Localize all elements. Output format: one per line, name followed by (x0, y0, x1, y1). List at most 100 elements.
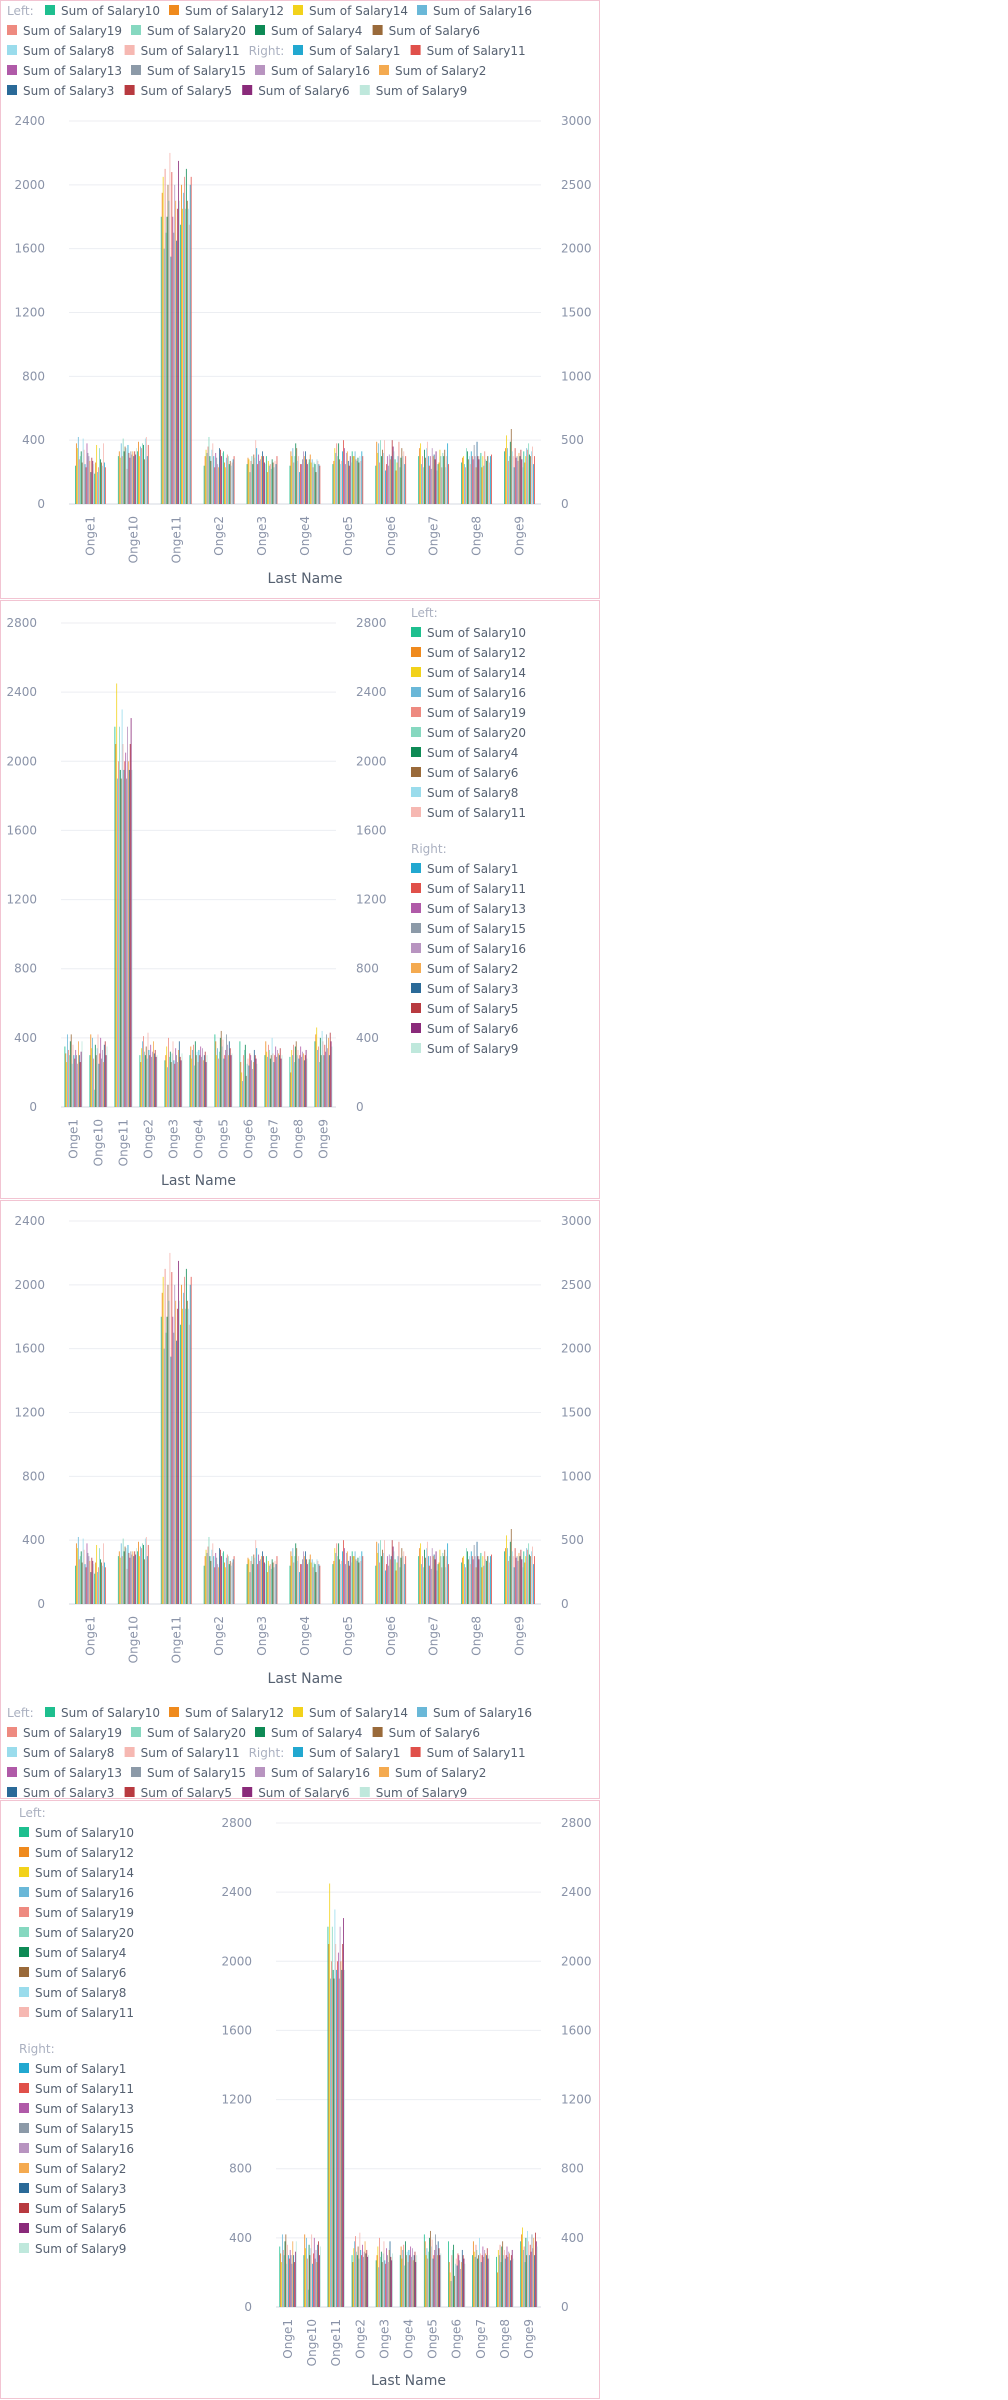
bar-Onge7-16[interactable] (278, 1055, 280, 1107)
bar-Onge10-27[interactable] (143, 459, 145, 504)
bar-Onge7-16[interactable] (485, 2255, 487, 2307)
bar-Onge4-29[interactable] (317, 1560, 319, 1604)
legend-item-right-5[interactable]: Sum of Salary2 (35, 2162, 126, 2176)
bar-Onge1-9[interactable] (72, 1044, 74, 1107)
bar-Onge10-4[interactable] (306, 2258, 308, 2307)
bar-Onge11-9[interactable] (335, 1944, 337, 2307)
bar-Onge3-11[interactable] (385, 2263, 387, 2307)
bar-Onge7-10[interactable] (427, 1556, 429, 1604)
bar-Onge2-9[interactable] (359, 2232, 361, 2307)
bar-Onge8-5[interactable] (500, 2262, 502, 2307)
bar-Onge3-1[interactable] (165, 1055, 167, 1107)
bar-Onge6-19[interactable] (464, 2263, 466, 2307)
bar-Onge8-14[interactable] (302, 1051, 303, 1107)
bar-Onge10-11[interactable] (313, 2253, 314, 2307)
bar-Onge11-25[interactable] (184, 208, 186, 505)
bar-Onge3-9[interactable] (383, 2241, 385, 2307)
bar-Onge6-8[interactable] (383, 452, 384, 504)
bar-Onge11-6[interactable] (332, 1969, 334, 2307)
bar-Onge1-19[interactable] (81, 1041, 83, 1107)
bar-Onge11-7[interactable] (167, 1284, 169, 1604)
bar-Onge6-14[interactable] (388, 1554, 390, 1604)
bar-Onge5-5[interactable] (337, 1556, 339, 1604)
bar-Onge3-16[interactable] (262, 1551, 263, 1604)
bar-Onge3-29[interactable] (274, 460, 276, 504)
bar-Onge9-25[interactable] (528, 443, 530, 504)
bar-Onge6-8[interactable] (246, 1063, 248, 1107)
bar-Onge7-11[interactable] (428, 465, 430, 504)
bar-Onge6-6[interactable] (453, 2244, 455, 2307)
bar-Onge10-23[interactable] (140, 446, 141, 504)
bar-Onge9-8[interactable] (527, 2230, 529, 2307)
bar-Onge2-10[interactable] (148, 1049, 150, 1107)
bar-Onge8-11[interactable] (505, 2255, 507, 2307)
bar-Onge6-13[interactable] (387, 1565, 389, 1604)
bar-Onge5-22[interactable] (353, 1556, 355, 1604)
bar-Onge9-9[interactable] (528, 2241, 529, 2307)
bar-Onge9-10[interactable] (513, 1567, 515, 1604)
bar-Onge3-19[interactable] (392, 2253, 394, 2307)
bar-Onge7-13[interactable] (276, 1056, 277, 1107)
bar-Onge5-15[interactable] (346, 1551, 348, 1604)
bar-Onge5-3[interactable] (335, 1552, 337, 1604)
bar-Onge3-4[interactable] (379, 2237, 381, 2307)
bar-Onge7-1[interactable] (419, 448, 421, 504)
bar-Onge7-26[interactable] (443, 456, 445, 504)
bar-Onge1-2[interactable] (76, 448, 78, 504)
bar-Onge8-27[interactable] (487, 1556, 489, 1604)
bar-Onge5-7[interactable] (429, 2230, 431, 2307)
bar-Onge9-17[interactable] (520, 449, 522, 504)
bar-Onge8-1[interactable] (290, 1072, 292, 1107)
bar-Onge8-26[interactable] (486, 460, 488, 504)
bar-Onge4-11[interactable] (409, 2255, 411, 2307)
bar-Onge1-24[interactable] (98, 1567, 99, 1604)
bar-Onge2-10[interactable] (213, 1556, 215, 1604)
bar-Onge4-25[interactable] (313, 1562, 315, 1604)
bar-Onge7-18[interactable] (487, 2258, 489, 2307)
bar-Onge3-1[interactable] (247, 1557, 249, 1604)
bar-Onge6-22[interactable] (396, 462, 398, 504)
bar-Onge9-0[interactable] (314, 1041, 316, 1107)
bar-Onge9-12[interactable] (325, 1051, 327, 1107)
bar-Onge8-4[interactable] (465, 1567, 466, 1604)
bar-Onge2-27[interactable] (229, 460, 231, 504)
bar-Onge10-16[interactable] (133, 456, 135, 504)
bar-Onge8-31[interactable] (491, 1554, 492, 1604)
bar-Onge11-23[interactable] (183, 192, 184, 504)
bar-Onge11-4[interactable] (118, 761, 119, 1107)
bar-Onge11-2[interactable] (162, 176, 164, 504)
bar-Onge8-9[interactable] (297, 1049, 299, 1107)
bar-Onge9-11[interactable] (514, 448, 516, 504)
bar-Onge9-16[interactable] (519, 1556, 521, 1604)
bar-Onge2-1[interactable] (204, 1556, 206, 1604)
bar-Onge1-11[interactable] (74, 1058, 76, 1107)
bar-Onge2-4[interactable] (207, 1546, 209, 1604)
legend-item-right-1[interactable]: Sum of Salary11 (427, 1746, 526, 1760)
bar-Onge10-17[interactable] (134, 1551, 136, 1604)
bar-Onge6-16[interactable] (390, 456, 392, 504)
bar-Onge4-20[interactable] (308, 459, 310, 504)
bar-Onge2-16[interactable] (219, 448, 220, 504)
bar-Onge6-12[interactable] (250, 1055, 252, 1107)
bar-Onge2-10[interactable] (360, 2249, 362, 2307)
bar-Onge4-28[interactable] (316, 459, 318, 504)
bar-Onge11-2[interactable] (116, 683, 118, 1108)
bar-Onge1-3[interactable] (77, 436, 79, 504)
bar-Onge3-11[interactable] (257, 464, 259, 504)
bar-Onge9-13[interactable] (516, 1556, 518, 1604)
bar-Onge4-9[interactable] (298, 456, 300, 504)
bar-Onge3-26[interactable] (271, 1559, 273, 1604)
bar-Onge6-17[interactable] (254, 1055, 256, 1107)
bar-Onge5-21[interactable] (352, 456, 354, 504)
bar-Onge6-8[interactable] (454, 2263, 456, 2307)
legend-item-right-5[interactable]: Sum of Salary2 (427, 962, 518, 976)
bar-Onge11-9[interactable] (169, 1252, 171, 1604)
bar-Onge5-16[interactable] (347, 1560, 349, 1604)
bar-Onge10-10[interactable] (127, 444, 129, 504)
bar-Onge6-14[interactable] (388, 454, 390, 504)
bar-Onge7-20[interactable] (437, 464, 439, 504)
legend-item-left-5[interactable]: Sum of Salary20 (147, 24, 246, 38)
bar-Onge9-19[interactable] (536, 2246, 538, 2308)
bar-Onge9-27[interactable] (530, 1556, 531, 1604)
bar-Onge5-20[interactable] (351, 1551, 353, 1604)
